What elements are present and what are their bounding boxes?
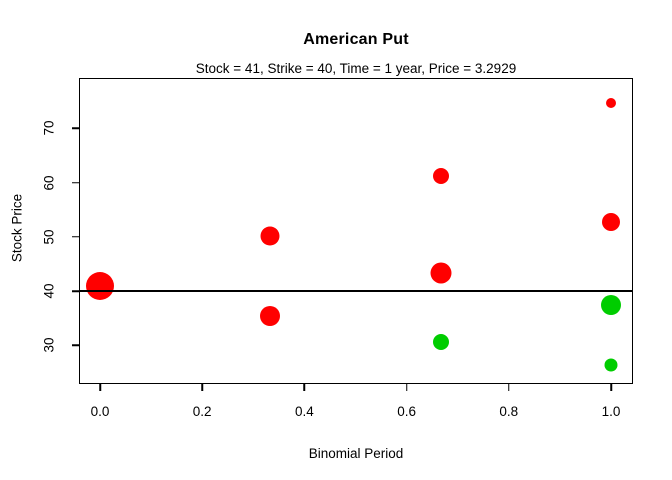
data-point — [606, 97, 616, 108]
y-tick-mark — [72, 181, 79, 184]
x-tick-mark — [303, 384, 306, 391]
y-tick-mark — [72, 127, 79, 129]
strike-reference-line — [79, 290, 633, 292]
data-point — [432, 168, 449, 185]
chart-subtitle: Stock = 41, Strike = 40, Time = 1 year, … — [195, 61, 517, 76]
y-tick-label: 60 — [41, 174, 57, 191]
data-point — [430, 262, 452, 284]
data-point — [260, 305, 281, 326]
data-point — [602, 212, 620, 231]
x-tick-label: 0.2 — [192, 404, 212, 419]
y-tick-label: 50 — [41, 229, 57, 245]
x-tick-label: 0.6 — [397, 404, 416, 419]
x-tick-mark — [405, 384, 408, 391]
y-tick-label: 70 — [41, 120, 57, 136]
data-point — [604, 358, 618, 372]
data-point — [601, 295, 621, 316]
x-tick-label: 0.8 — [499, 404, 519, 419]
y-axis-label: Stock Price — [9, 193, 25, 263]
x-tick-mark — [201, 384, 203, 391]
chart-title: American Put — [303, 31, 409, 48]
y-tick-mark — [72, 344, 79, 346]
x-tick-mark — [508, 384, 510, 391]
x-tick-label: 1.0 — [601, 404, 621, 419]
y-tick-label: 30 — [41, 337, 57, 353]
data-point — [86, 271, 114, 300]
y-tick-mark — [72, 290, 79, 292]
x-tick-label: 0.4 — [295, 404, 314, 419]
x-tick-mark — [99, 384, 101, 391]
data-point — [432, 334, 449, 351]
x-tick-label: 0.0 — [90, 404, 110, 419]
data-point — [260, 226, 280, 246]
x-tick-mark — [610, 384, 612, 391]
plot-area — [79, 78, 633, 384]
x-axis-label: Binomial Period — [308, 446, 404, 461]
y-tick-label: 40 — [41, 283, 57, 299]
y-tick-mark — [72, 236, 79, 238]
